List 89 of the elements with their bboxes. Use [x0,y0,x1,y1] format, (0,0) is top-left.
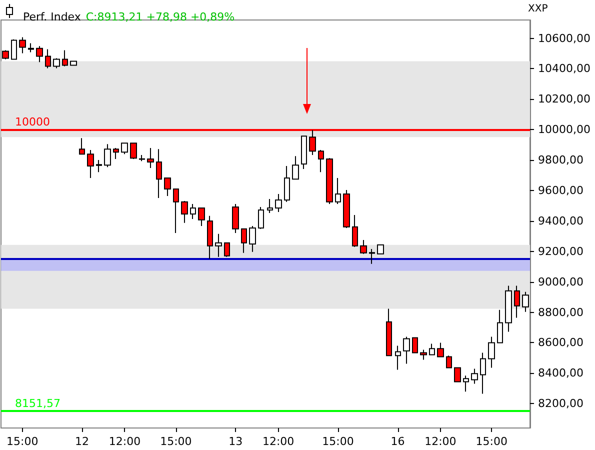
candlestick [173,188,179,234]
candlestick [514,285,520,318]
y-tick-label: 9000,00 [538,275,584,288]
candlestick [113,148,119,160]
y-tick-label: 9600,00 [538,184,584,198]
candlestick [352,214,358,248]
y-tick-label: 8600,00 [538,336,584,350]
candlestick [36,46,43,63]
y-tick-label: 9800,00 [538,154,584,167]
candlestick [471,368,478,384]
x-tick-label: 15:00 [160,435,192,448]
candlestick [2,50,9,60]
candlestick [335,178,341,205]
candlestick [386,308,392,356]
y-tick-label: 8800,00 [538,306,584,319]
candlestick [190,204,196,220]
x-tick-label: 12:00 [262,435,294,448]
candlestick [429,343,435,356]
candlestick [403,336,410,364]
chart-title: Perf. Index [23,10,82,24]
y-tick-label: 10600,00 [538,32,590,45]
candlestick [267,198,273,214]
candlestick [437,342,444,358]
candlestick [318,150,324,173]
candlestick [53,58,60,69]
candlestick [181,200,188,224]
candlestick [497,309,503,344]
candlestick [454,367,461,382]
x-tick-label: 15:00 [6,435,38,448]
candlestick [207,215,213,260]
candlestick [275,194,282,212]
ref-line-label: 8151,57 [15,397,60,410]
candlestick [232,204,239,234]
candlestick [522,291,529,312]
candlestick [249,225,256,252]
candlestick [87,150,94,179]
candlestick [45,48,51,69]
candlestick [360,239,367,254]
x-tick-label: 16 [390,435,405,448]
candlestick [480,352,486,394]
candlestick [19,36,26,54]
candlestick [463,375,469,392]
candlestick [96,160,102,173]
candlestick [284,165,290,202]
y-tick-label: 8200,00 [538,397,584,410]
ref-line-label: 10000 [15,116,50,129]
candlestick [62,50,68,67]
x-tick-label: 15:00 [476,435,508,448]
candlestick [130,142,137,160]
y-tick-label: 10400,00 [538,62,590,76]
candlestick [420,349,427,360]
x-tick-label: 12:00 [424,435,456,448]
candlestick [505,285,512,332]
candlestick [104,144,111,168]
candlestick [164,178,171,196]
candlestick [446,355,452,368]
candlestick [70,60,77,66]
candlestick [292,156,299,180]
candlestick [301,136,307,170]
candlestick [412,337,418,354]
candlestick [224,242,230,258]
candlestick [139,154,145,162]
y-tick-label: 10000,00 [538,123,590,136]
x-tick-label: 15:00 [322,435,354,448]
candlestick [147,148,154,168]
y-tick-label: 8400,00 [538,366,584,380]
x-tick-label: 13 [228,435,243,448]
candlestick [395,345,401,370]
candlestick [241,228,247,254]
candlestick [258,206,264,230]
y-tick-label: 10200,00 [538,92,590,106]
candlestick [198,208,205,226]
candlestick [79,138,85,155]
x-tick-label: 12 [75,435,90,448]
candlestick [156,148,162,198]
candlestick [377,244,384,254]
x-tick-label: 12:00 [108,435,141,448]
chart-subtitle: C:8913,21 +78,98 +0,89% [86,10,235,24]
y-tick-label: 9400,00 [538,214,584,228]
y-tick-label: 9200,00 [538,244,584,258]
candlestick [369,248,375,264]
candlestick [326,158,333,205]
candlestick [121,142,128,155]
candlestick [488,336,495,368]
candlestick [343,190,350,228]
candlestick [11,38,17,60]
candlestick [28,42,34,53]
y-axis-title: XXP [528,4,548,14]
candlestick [215,233,222,258]
